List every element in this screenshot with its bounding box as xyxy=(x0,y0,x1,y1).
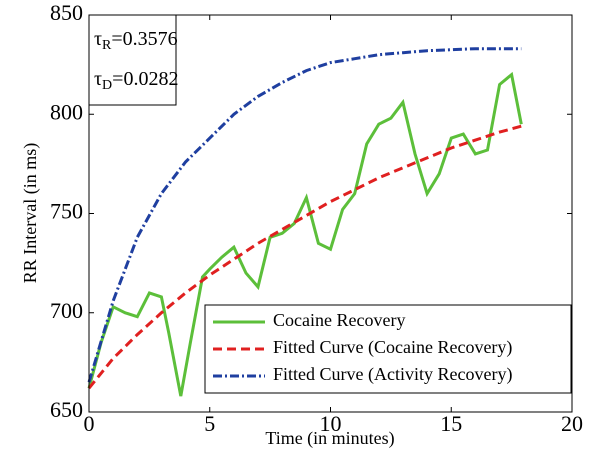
x-tick-label: 20 xyxy=(561,411,583,436)
annotation-box xyxy=(88,14,177,106)
annotation-symbol: τ xyxy=(94,68,102,90)
x-tick-label: 15 xyxy=(440,411,462,436)
annotation: τD=0.0282 xyxy=(94,68,178,94)
legend-box xyxy=(204,304,572,394)
legend-label: Fitted Curve (Cocaine Recovery) xyxy=(273,337,512,358)
legend-label: Fitted Curve (Activity Recovery) xyxy=(273,364,512,385)
legend-label: Cocaine Recovery xyxy=(273,310,405,330)
y-tick-label: 750 xyxy=(50,199,83,224)
data-line xyxy=(87,124,522,390)
annotation-symbol: τ xyxy=(94,28,102,50)
data-line xyxy=(87,47,522,383)
y-tick-label: 650 xyxy=(50,397,83,422)
x-tick-label: 0 xyxy=(84,411,95,436)
x-tick-label: 10 xyxy=(320,411,342,436)
annotation-subscript: D xyxy=(102,78,112,93)
y-tick-label: 800 xyxy=(50,99,83,124)
x-axis-label: Time (in minutes) xyxy=(265,428,394,449)
y-tick-label: 850 xyxy=(50,0,83,25)
annotation: τR=0.3576 xyxy=(94,28,178,54)
y-axis-label: RR Interval (in ms) xyxy=(20,143,41,283)
data-line xyxy=(87,71,523,397)
x-tick-label: 5 xyxy=(204,411,215,436)
annotation-subscript: R xyxy=(102,38,112,53)
annotation-text: =0.3576 xyxy=(111,28,177,50)
annotation-text: =0.0282 xyxy=(112,68,178,90)
y-tick-label: 700 xyxy=(50,298,83,323)
